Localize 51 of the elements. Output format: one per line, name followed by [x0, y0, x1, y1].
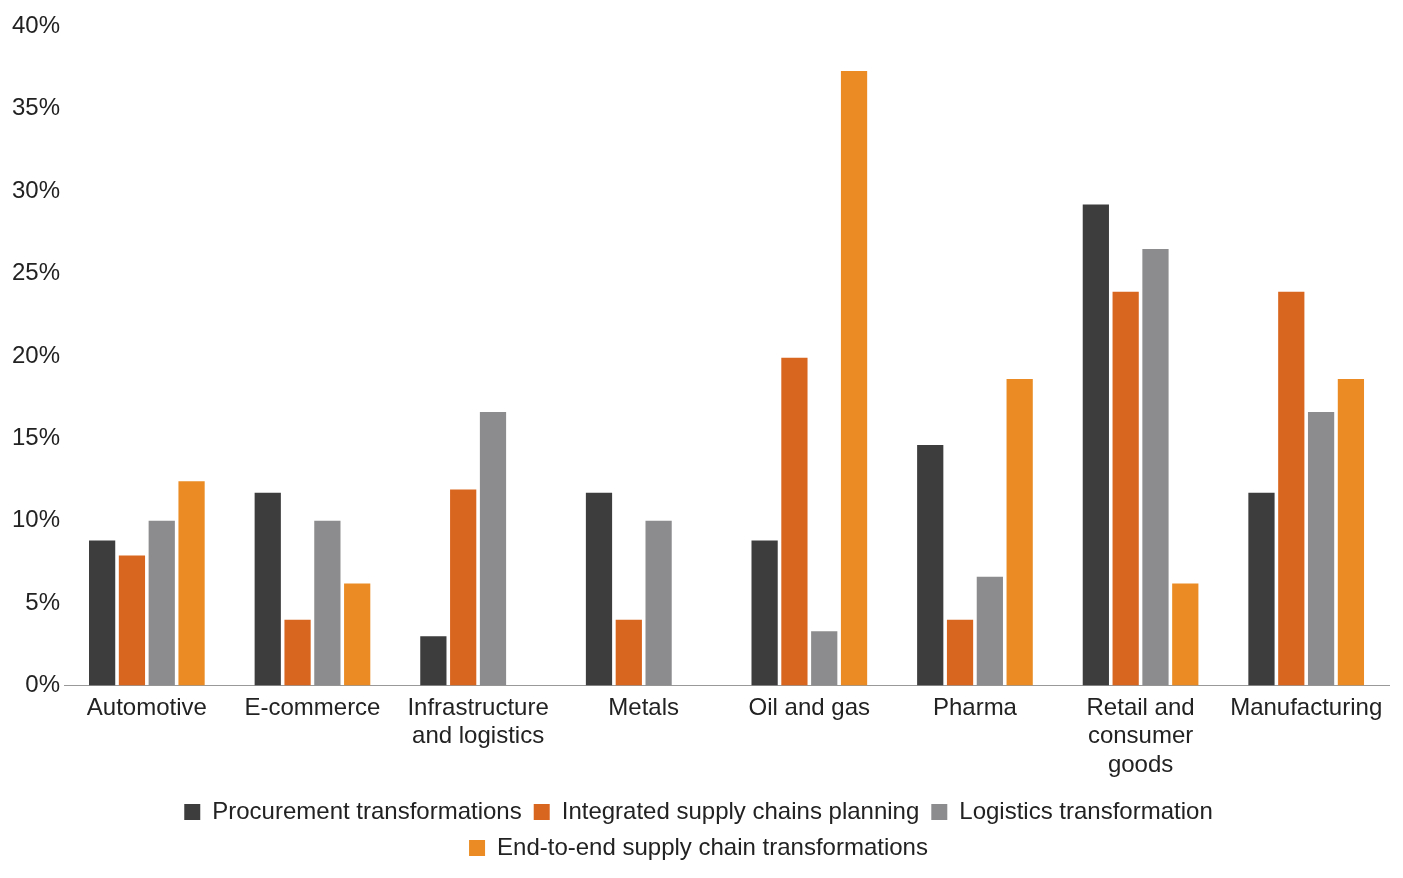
- bar: [148, 520, 175, 686]
- legend-label: Logistics transformation: [959, 796, 1213, 824]
- bar: [946, 619, 974, 686]
- y-tick-label: 15%: [11, 423, 61, 451]
- bar: [840, 70, 868, 686]
- x-tick-label: Infrastructure and logistics: [407, 692, 549, 749]
- legend-label: Integrated supply chains planning: [561, 796, 920, 824]
- x-tick-label: E-commerce: [244, 692, 381, 720]
- y-tick-label: 40%: [11, 11, 61, 39]
- legend-label: End-to-end supply chain transformations: [497, 832, 928, 860]
- bar: [1006, 379, 1033, 686]
- legend-label: Procurement transformations: [212, 796, 522, 824]
- y-tick-label: 25%: [11, 258, 61, 286]
- bar: [1172, 583, 1199, 686]
- bar: [1278, 291, 1305, 686]
- bar: [811, 631, 838, 686]
- x-tick-label: Automotive: [86, 692, 207, 720]
- bar: [284, 619, 311, 686]
- bar: [420, 636, 447, 686]
- y-tick-label: 20%: [11, 340, 61, 368]
- y-tick-label: 0%: [25, 670, 61, 698]
- y-tick-label: 10%: [11, 505, 61, 533]
- x-tick-label: Pharma: [932, 692, 1018, 720]
- bar: [781, 357, 808, 686]
- bar: [1142, 248, 1169, 686]
- y-tick-label: 35%: [11, 93, 61, 121]
- bar: [450, 489, 477, 686]
- x-tick-label: Metals: [608, 692, 680, 720]
- bar: [1248, 492, 1275, 686]
- bar: [585, 492, 613, 686]
- y-tick-label: 30%: [11, 175, 61, 203]
- bar: [976, 576, 1003, 686]
- bar: [751, 540, 778, 686]
- x-tick-label: Oil and gas: [748, 692, 871, 720]
- bar: [314, 520, 341, 686]
- bar: [344, 583, 371, 686]
- bar: [1112, 291, 1139, 686]
- bar: [479, 412, 507, 686]
- bar: [178, 481, 205, 686]
- bar: [645, 520, 672, 686]
- y-tick-label: 5%: [25, 587, 61, 615]
- bar: [615, 619, 642, 686]
- bar: [89, 540, 116, 686]
- bar: [917, 444, 944, 686]
- bar: [118, 555, 146, 686]
- bar: [1337, 379, 1365, 686]
- x-tick-label: Retail and consumer goods: [1086, 692, 1195, 778]
- x-tick-label: Manufacturing: [1230, 692, 1383, 720]
- bar: [254, 492, 281, 686]
- bar: [1082, 204, 1109, 686]
- bar: [1307, 412, 1335, 686]
